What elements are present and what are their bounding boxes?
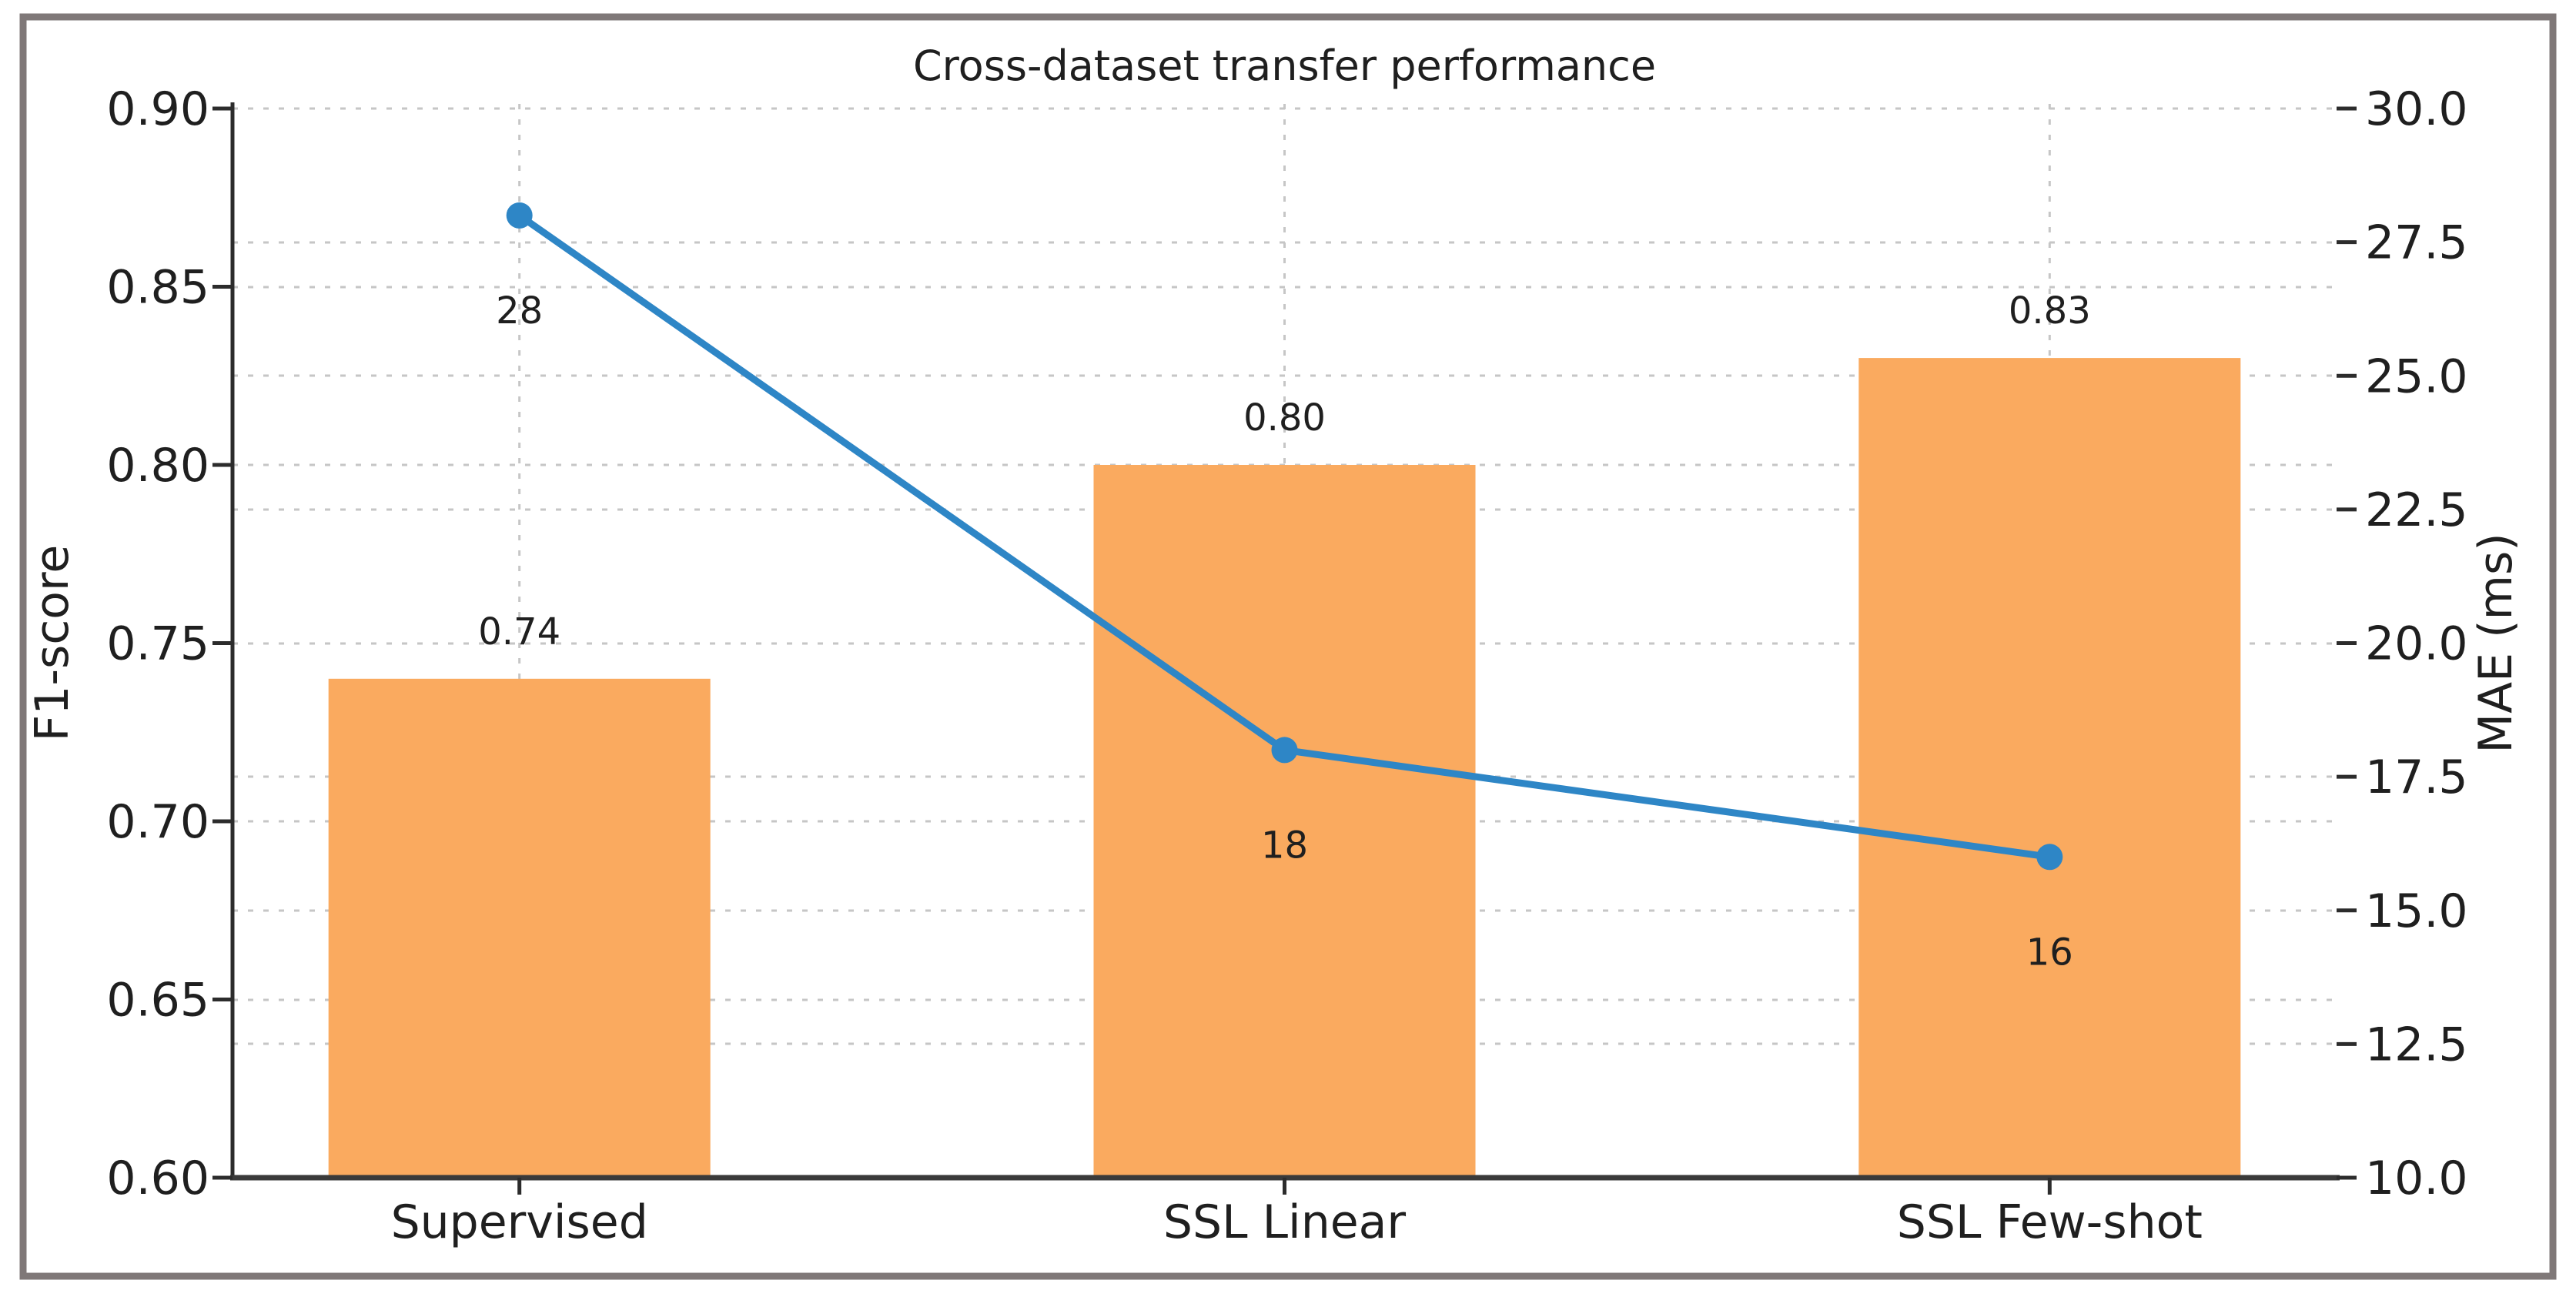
mae-value-label-0: 28 <box>496 289 543 333</box>
y-axis-left-tick-label: 0.75 <box>106 617 209 671</box>
f1-bar-0 <box>328 678 711 1178</box>
f1-bar-1 <box>1093 465 1476 1178</box>
y-axis-left-tick-label: 0.90 <box>106 82 209 136</box>
outer-frame <box>19 13 2557 1280</box>
y-axis-right-tick-label: 22.5 <box>2365 483 2468 537</box>
y-axis-left-tick-label: 0.80 <box>106 439 209 493</box>
left-axis-title: F1-score <box>25 545 79 742</box>
y-axis-right-tick-label: 25.0 <box>2365 349 2468 403</box>
mae-value-label-2: 16 <box>2026 931 2073 974</box>
mae-marker-0 <box>506 202 533 229</box>
x-axis-tick-label-0: Supervised <box>391 1195 648 1249</box>
y-axis-right-tick-label: 20.0 <box>2365 617 2468 671</box>
y-axis-left-tick-label: 0.85 <box>106 261 209 315</box>
right-axis-title: MAE (ms) <box>2469 533 2523 753</box>
bar-value-label-0: 0.74 <box>478 610 560 654</box>
chart-title: Cross-dataset transfer performance <box>913 42 1656 90</box>
y-axis-right-tick-label: 15.0 <box>2365 884 2468 938</box>
bar-value-label-2: 0.83 <box>2009 289 2091 333</box>
y-axis-right-tick-label: 30.0 <box>2365 82 2468 136</box>
x-axis-tick-label-1: SSL Linear <box>1163 1195 1406 1249</box>
bar-value-label-1: 0.80 <box>1243 396 1326 440</box>
mae-marker-2 <box>2036 844 2063 871</box>
y-axis-left-tick-label: 0.70 <box>106 795 209 849</box>
y-axis-right-tick-label: 27.5 <box>2365 216 2468 270</box>
x-axis-tick-label-2: SSL Few-shot <box>1897 1195 2203 1249</box>
mae-value-label-1: 18 <box>1261 824 1308 867</box>
mae-marker-1 <box>1271 737 1298 764</box>
y-axis-left-tick-label: 0.65 <box>106 974 209 1028</box>
f1-bar-2 <box>1858 358 2241 1178</box>
y-axis-left-tick-label: 0.60 <box>106 1152 209 1205</box>
y-axis-right-tick-label: 17.5 <box>2365 750 2468 804</box>
y-axis-right-tick-label: 10.0 <box>2365 1152 2468 1205</box>
y-axis-right-tick-label: 12.5 <box>2365 1018 2468 1071</box>
